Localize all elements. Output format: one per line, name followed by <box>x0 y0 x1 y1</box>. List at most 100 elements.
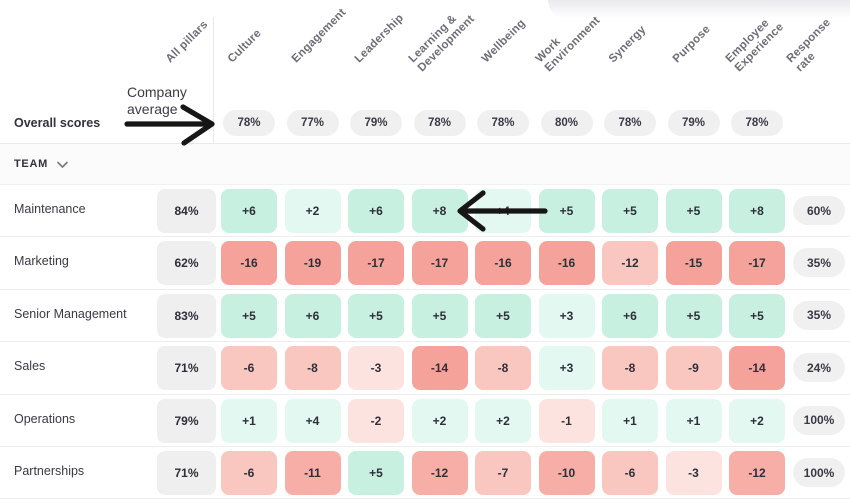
team-overall-cell[interactable]: 71% <box>157 346 216 391</box>
score-cell[interactable]: -17 <box>729 241 785 286</box>
score-cell[interactable]: -6 <box>221 451 277 495</box>
score-cell[interactable]: -7 <box>475 451 531 495</box>
score-cell[interactable]: -19 <box>284 241 341 286</box>
column-header-leadership: Leadership <box>352 12 407 66</box>
panel-corner-shade <box>548 0 850 20</box>
score-cell[interactable]: +2 <box>411 398 468 443</box>
score-cell[interactable]: +1 <box>602 398 658 443</box>
score-cell[interactable]: -2 <box>348 398 404 443</box>
score-cell[interactable]: -3 <box>665 451 722 495</box>
column-header-learning-development: Learning & Development <box>406 12 477 75</box>
score-cell[interactable]: +5 <box>411 293 468 338</box>
score-cell[interactable]: -12 <box>729 451 785 495</box>
team-row-operations: Operations 79% +1 +4 -2 +2 +2 -1 +1 +1 +2 100% <box>0 395 850 447</box>
chevron-down-icon <box>57 161 68 168</box>
score-cell[interactable]: +2 <box>729 398 785 443</box>
score-cell[interactable]: -16 <box>221 241 277 286</box>
score-cell[interactable]: -15 <box>665 241 722 286</box>
score-cell[interactable]: +8 <box>729 189 785 233</box>
score-cell[interactable]: +5 <box>348 451 404 495</box>
overall-score-pill: 78% <box>223 110 275 136</box>
score-cell[interactable]: -8 <box>602 346 658 391</box>
score-cell[interactable]: +5 <box>665 293 722 338</box>
score-cell[interactable]: +1 <box>221 398 277 443</box>
team-overall-cell[interactable]: 79% <box>157 398 216 443</box>
team-name-label: Partnerships <box>14 464 85 478</box>
team-name-label: Operations <box>14 411 76 426</box>
response-rate-pill: 100% <box>793 458 845 487</box>
response-rate-pill: 35% <box>793 300 845 330</box>
score-cell[interactable]: -16 <box>475 241 531 286</box>
score-cell[interactable]: +5 <box>475 293 531 338</box>
score-cell[interactable]: -12 <box>411 451 468 495</box>
response-rate-pill: 35% <box>793 248 845 278</box>
score-cell[interactable]: +3 <box>538 293 595 338</box>
overall-score-pill: 78% <box>731 110 783 136</box>
score-cell[interactable]: -3 <box>348 346 404 391</box>
team-name-label: Sales <box>14 359 46 374</box>
team-section-label: TEAM <box>14 158 48 170</box>
score-cell[interactable]: +5 <box>602 189 658 233</box>
score-cell[interactable]: -11 <box>284 451 341 495</box>
team-row-maintenance: Maintenance 84% +6 +2 +6 +8 +4 +5 +5 +5 +8 60% <box>0 185 850 238</box>
score-cell[interactable]: +5 <box>538 189 595 233</box>
score-cell[interactable]: -6 <box>602 451 658 495</box>
score-cell[interactable]: -8 <box>475 346 531 391</box>
score-cell[interactable]: +8 <box>411 189 468 233</box>
score-cell[interactable]: +2 <box>284 189 341 233</box>
score-cell[interactable]: -1 <box>538 398 595 443</box>
score-cell[interactable]: -17 <box>348 241 404 286</box>
score-cell[interactable]: +5 <box>665 189 722 233</box>
column-header-purpose: Purpose <box>670 23 713 66</box>
score-cell[interactable]: +6 <box>221 189 277 233</box>
overall-score-pill: 80% <box>540 110 593 136</box>
score-cell[interactable]: +5 <box>729 293 785 338</box>
score-cell[interactable]: +3 <box>538 346 595 391</box>
score-cell[interactable]: +6 <box>602 293 658 338</box>
column-header-culture: Culture <box>225 27 264 66</box>
score-cell[interactable]: +5 <box>221 293 277 338</box>
score-cell[interactable]: +1 <box>665 398 722 443</box>
score-cell[interactable]: +5 <box>348 293 404 338</box>
column-header-all-pillars: All pillars <box>163 18 211 66</box>
overall-score-pill: 78% <box>413 110 466 136</box>
overall-score-pill: 79% <box>667 110 720 136</box>
team-name-label: Marketing <box>14 254 69 269</box>
team-overall-cell[interactable]: 71% <box>157 451 216 495</box>
score-cell[interactable]: -8 <box>284 346 341 391</box>
score-cell[interactable]: +6 <box>284 293 341 338</box>
column-header-wellbeing: Wellbeing <box>479 17 528 66</box>
team-overall-cell[interactable]: 83% <box>157 293 216 338</box>
overall-score-pill: 79% <box>350 110 402 136</box>
score-cell[interactable]: -10 <box>538 451 595 495</box>
team-name-label: Senior Management <box>14 306 127 321</box>
overall-scores-label: Overall scores <box>14 116 101 130</box>
column-header-response-rate: Response rate <box>784 16 834 75</box>
score-cell[interactable]: +4 <box>284 398 341 443</box>
score-cell[interactable]: -14 <box>411 346 468 391</box>
team-row-partnerships: Partnerships 71% -6 -11 +5 -12 -7 -10 -6 -3 -12 100… <box>0 447 850 500</box>
overall-score-pill: 77% <box>286 110 339 136</box>
score-cell[interactable]: -9 <box>665 346 722 391</box>
response-rate-pill: 24% <box>793 353 845 383</box>
team-row-marketing: Marketing 62% -16 -19 -17 -17 -16 -16 -12 -15 -17 3… <box>0 237 850 290</box>
team-overall-cell[interactable]: 62% <box>157 241 216 286</box>
response-rate-pill: 60% <box>793 196 845 225</box>
overall-score-pill: 78% <box>604 110 656 136</box>
column-header-engagement: Engagement <box>289 6 349 66</box>
team-section-header[interactable]: TEAM <box>0 143 850 185</box>
score-cell[interactable]: -17 <box>411 241 468 286</box>
score-cell[interactable]: -6 <box>221 346 277 391</box>
score-cell[interactable]: -12 <box>602 241 658 286</box>
score-cell[interactable]: -16 <box>538 241 595 286</box>
company-average-note: Company average <box>127 84 187 117</box>
score-cell[interactable]: +2 <box>475 398 531 443</box>
column-header-employee-experience: Employee Experience <box>723 17 787 75</box>
team-overall-cell[interactable]: 84% <box>157 189 216 233</box>
score-cell[interactable]: +6 <box>348 189 404 233</box>
column-header-synergy: Synergy <box>606 23 649 66</box>
score-cell[interactable]: -14 <box>729 346 785 391</box>
response-rate-pill: 100% <box>793 405 845 435</box>
score-cell[interactable]: +4 <box>475 189 531 233</box>
